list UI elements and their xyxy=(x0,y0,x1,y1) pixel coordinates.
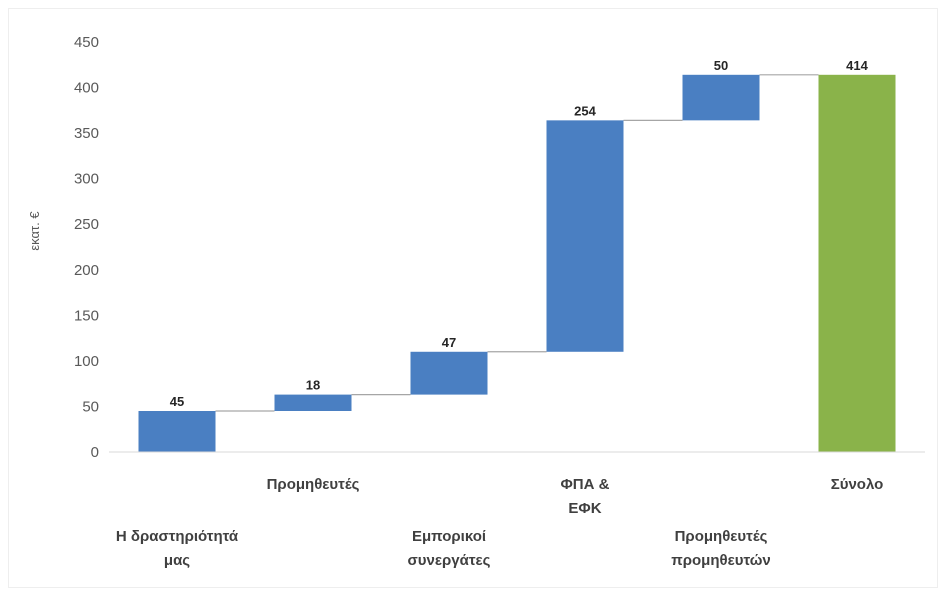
increase-bar xyxy=(546,120,624,352)
data-label: 18 xyxy=(306,378,320,393)
increase-bar xyxy=(410,351,488,395)
data-label: 414 xyxy=(846,58,868,73)
y-tick-label: 400 xyxy=(74,80,99,97)
category-labels: Η δραστηριότητά μας Προμηθευτές Εμπορικοί συ… xyxy=(116,476,883,569)
category-label: Η δραστηριότητά μας xyxy=(116,528,239,569)
category-label: ΦΠΑ & ΕΦΚ xyxy=(561,476,610,517)
connector-lines xyxy=(215,74,819,412)
y-tick-label: 100 xyxy=(74,353,99,370)
category-label: Σύνολο xyxy=(831,476,884,493)
total-bar xyxy=(818,74,896,453)
data-label: 47 xyxy=(442,335,456,350)
category-label: Εμπορικοί συνεργάτες xyxy=(408,528,491,569)
chart-frame: 0 50 100 150 200 250 300 350 400 450 εκατ. € 45 18… xyxy=(8,8,938,588)
y-tick-label: 150 xyxy=(74,307,99,324)
category-label: Προμηθευτές προμηθευτών xyxy=(671,528,771,569)
waterfall-chart: 0 50 100 150 200 250 300 350 400 450 εκατ. € 45 18… xyxy=(27,34,925,569)
increase-bar xyxy=(682,74,760,121)
data-label: 45 xyxy=(170,394,184,409)
y-tick-label: 200 xyxy=(74,262,99,279)
data-label: 254 xyxy=(574,103,596,118)
data-label: 50 xyxy=(714,58,728,73)
data-labels: 45 18 47 254 50 414 xyxy=(170,58,869,409)
increase-bar xyxy=(274,394,352,411)
y-tick-label: 350 xyxy=(74,125,99,142)
y-tick-label: 50 xyxy=(82,398,99,415)
bars xyxy=(138,74,896,453)
increase-bar xyxy=(138,411,216,452)
y-tick-label: 250 xyxy=(74,216,99,233)
y-axis-ticks: 0 50 100 150 200 250 300 350 400 450 xyxy=(74,34,99,461)
y-tick-label: 450 xyxy=(74,34,99,51)
category-label: Προμηθευτές xyxy=(267,476,360,493)
y-tick-label: 0 xyxy=(91,444,99,461)
y-tick-label: 300 xyxy=(74,171,99,188)
y-axis-title: εκατ. € xyxy=(27,211,42,251)
